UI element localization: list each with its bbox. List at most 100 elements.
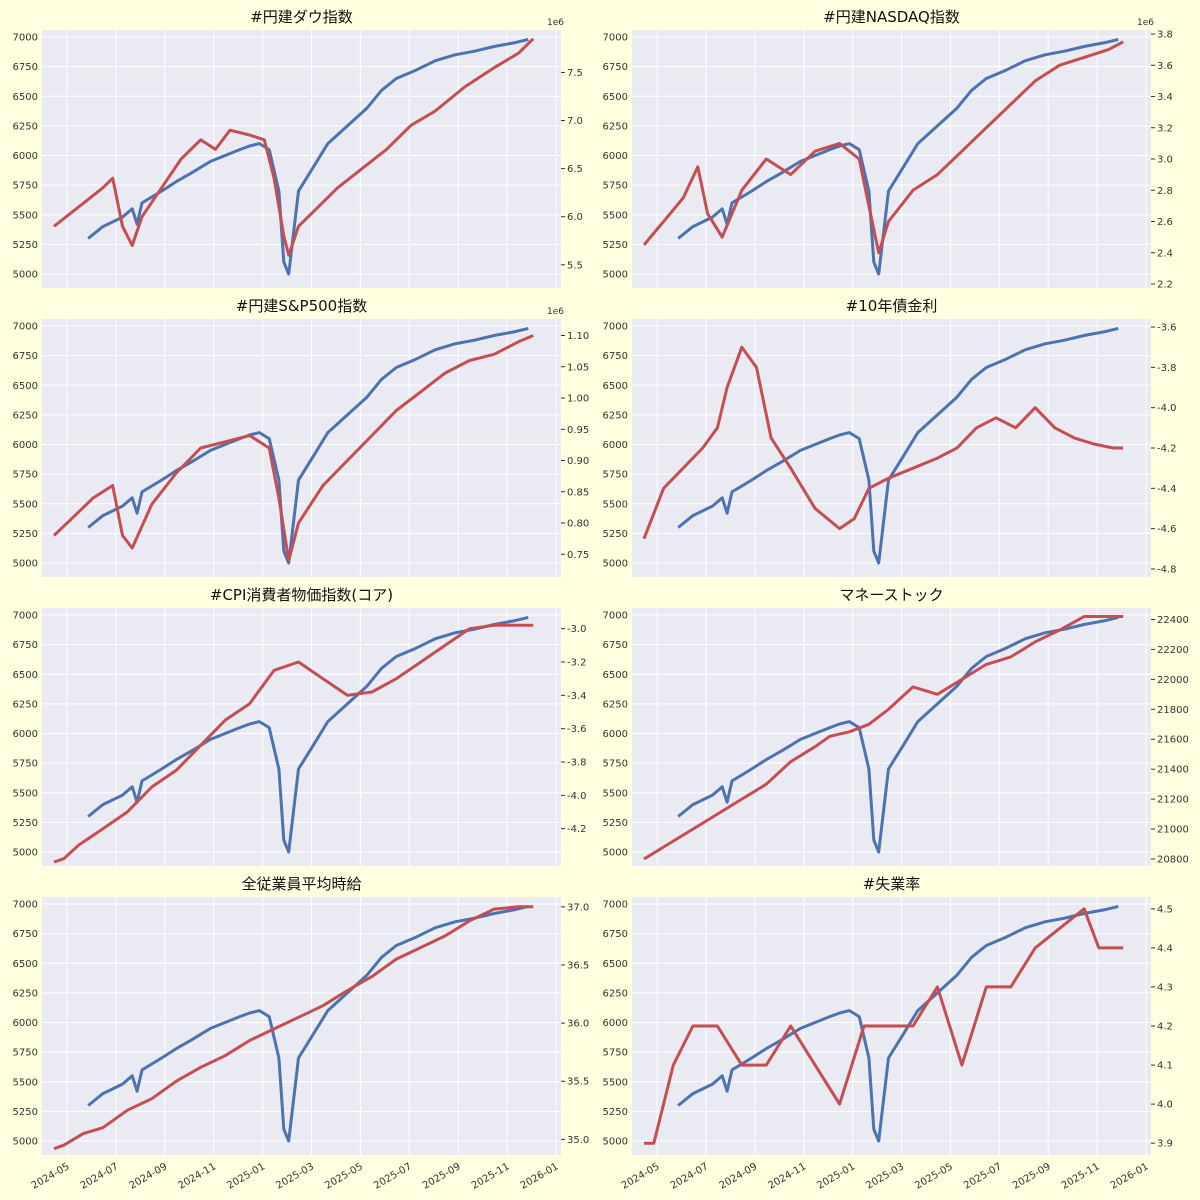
y-tick-label: 5500 [13, 210, 38, 221]
y-tick-label: 6000 [13, 440, 38, 451]
right-axis-series-line [642, 40, 1124, 255]
y-tick-label: 5500 [603, 499, 628, 510]
y-tick-label: 5750 [603, 759, 628, 770]
y-tick-label: 6750 [13, 351, 38, 362]
y-tick-label: 5250 [13, 529, 38, 540]
y-tick-label: 5500 [603, 1077, 628, 1088]
y-tick-label: 7000 [603, 900, 628, 911]
y-tick-label: 6500 [13, 670, 38, 681]
y-tick-label: 6250 [13, 121, 38, 132]
right-axis-series-line [644, 907, 1124, 1145]
left-axis-series-line [677, 326, 1119, 565]
plot-area [42, 608, 561, 866]
y-tick-label: 6750 [603, 62, 628, 73]
y-tick-label: 6500 [603, 959, 628, 970]
y2-tick-label: 36.5 [567, 960, 589, 971]
chart-panel-5: 5000 5250 5500 5750 6000 6250 6500 6750 7000 -4.2… [13, 586, 587, 866]
y2-scale-label: 1e6 [1137, 18, 1154, 28]
y-tick-label: 7000 [13, 33, 38, 44]
plot-area [632, 608, 1151, 866]
y-tick-label: 5250 [603, 1107, 628, 1118]
y-tick-label: 6750 [603, 640, 628, 651]
y2-tick-label: 20800 [1157, 855, 1189, 866]
chart-title: #円建ダウ指数 [250, 8, 353, 26]
y2-tick-label: 3.6 [1157, 61, 1173, 72]
y-tick-label: 5000 [603, 270, 628, 281]
y2-tick-label: -4.0 [1157, 403, 1177, 414]
y-tick-label: 5750 [13, 759, 38, 770]
y-tick-label: 5000 [603, 559, 628, 570]
chart-title: マネーストック [839, 586, 943, 604]
plot-area [632, 30, 1151, 288]
y2-tick-label: 2.2 [1157, 280, 1173, 291]
y-tick-label: 7000 [603, 322, 628, 333]
y-tick-label: 7000 [603, 611, 628, 622]
right-axis-series-line [642, 345, 1124, 540]
left-axis-series-line [87, 904, 529, 1143]
y2-tick-label: -4.4 [1157, 484, 1177, 495]
y2-tick-label: -3.6 [1157, 323, 1177, 334]
chart-panel-2: 5000 5250 5500 5750 6000 6250 6500 6750 7000 2.2 2… [603, 8, 1173, 291]
y-tick-label: 6750 [13, 929, 38, 940]
y2-tick-label: 21000 [1157, 825, 1189, 836]
y2-tick-label: 0.75 [567, 550, 589, 561]
plot-area [42, 897, 561, 1155]
right-axis-series-line [53, 623, 534, 864]
y-tick-label: 6750 [13, 62, 38, 73]
chart-title: #CPI消費者物価指数(コア) [210, 586, 393, 604]
y2-tick-label: 1.00 [567, 394, 589, 405]
y2-tick-label: -3.2 [567, 658, 587, 669]
y-tick-label: 6250 [13, 410, 38, 421]
y2-tick-label: 5.5 [567, 260, 583, 271]
y2-tick-label: 22200 [1157, 645, 1189, 656]
y2-tick-label: 4.3 [1157, 982, 1173, 993]
y2-tick-label: -3.8 [1157, 363, 1177, 374]
y-tick-label: 6750 [603, 351, 628, 362]
y2-tick-label: 1.05 [567, 362, 589, 373]
y2-tick-label: -4.6 [1157, 524, 1177, 535]
y-tick-label: 5000 [13, 270, 38, 281]
y-tick-label: 6000 [603, 440, 628, 451]
plot-area [42, 30, 561, 288]
y2-tick-label: -4.2 [1157, 444, 1177, 455]
y-tick-label: 6750 [603, 929, 628, 940]
y2-tick-label: 0.95 [567, 425, 589, 436]
right-axis-series-line [643, 615, 1124, 861]
y2-tick-label: 6.5 [567, 164, 583, 175]
y2-tick-label: 37.0 [567, 902, 589, 913]
y-tick-label: 5000 [13, 848, 38, 859]
y2-tick-label: 35.5 [567, 1077, 589, 1088]
chart-panel-1: 5000 5250 5500 5750 6000 6250 6500 6750 7000 5.5 6… [13, 8, 583, 288]
y2-tick-label: -4.8 [1157, 564, 1177, 575]
y-tick-label: 6000 [603, 151, 628, 162]
plot-area [42, 319, 561, 577]
y-tick-label: 6000 [13, 151, 38, 162]
y2-tick-label: 7.5 [567, 68, 583, 79]
y2-tick-label: 2.8 [1157, 186, 1173, 197]
chart-title: #10年債金利 [846, 297, 938, 315]
chart-panel-6: 5000 5250 5500 5750 6000 6250 6500 6750 7000 2080… [603, 586, 1189, 866]
y2-tick-label: 4.1 [1157, 1061, 1173, 1072]
y-tick-label: 6000 [603, 729, 628, 740]
y-tick-label: 7000 [13, 900, 38, 911]
y-tick-label: 6250 [603, 988, 628, 999]
chart-panel-8: 5000 5250 5500 5750 6000 6250 6500 6750 7000 3.9 4… [603, 875, 1173, 1192]
y2-tick-label: -4.2 [567, 824, 587, 835]
y-tick-label: 6250 [13, 699, 38, 710]
y-tick-label: 6500 [13, 92, 38, 103]
y2-tick-label: 21600 [1157, 735, 1189, 746]
y2-tick-label: 3.0 [1157, 155, 1173, 166]
y-tick-label: 6250 [603, 699, 628, 710]
y2-tick-label: 0.85 [567, 487, 589, 498]
chart-title: #失業率 [863, 875, 921, 893]
y2-tick-label: 4.0 [1157, 1100, 1173, 1111]
y2-tick-label: 1.10 [567, 331, 589, 342]
y-tick-label: 7000 [13, 322, 38, 333]
y2-tick-label: -3.0 [567, 624, 587, 635]
y2-tick-label: 0.80 [567, 519, 589, 530]
y2-tick-label: -3.6 [567, 724, 587, 735]
y-tick-label: 6500 [603, 670, 628, 681]
y2-tick-label: 4.5 [1157, 904, 1173, 915]
y-tick-label: 6250 [603, 121, 628, 132]
y2-tick-label: 3.4 [1157, 92, 1173, 103]
